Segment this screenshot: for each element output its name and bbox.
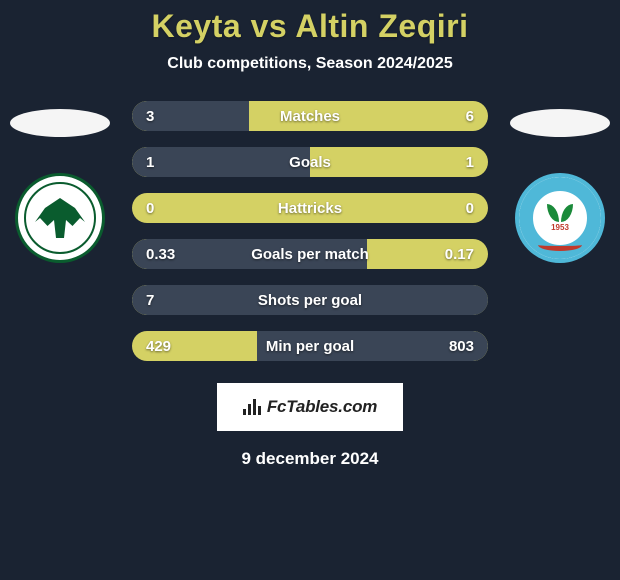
eagle-icon (35, 198, 85, 238)
stat-right-value: 0 (466, 200, 474, 217)
club-year: 1953 (551, 223, 569, 232)
stat-label: Hattricks (132, 200, 488, 217)
stat-right-value: 6 (466, 108, 474, 125)
page-title: Keyta vs Altin Zeqiri (0, 8, 620, 45)
stat-bar: 1Goals1 (132, 147, 488, 177)
stat-bar: 7Shots per goal (132, 285, 488, 315)
subtitle: Club competitions, Season 2024/2025 (0, 55, 620, 73)
bars-icon (243, 399, 261, 415)
stat-right-value: 0.17 (445, 246, 474, 263)
stat-label: Goals per match (132, 246, 488, 263)
stat-label: Min per goal (132, 338, 488, 355)
brand-label: FcTables.com (267, 397, 377, 417)
stat-bar: 429Min per goal803 (132, 331, 488, 361)
right-player-column: 1953 (506, 101, 614, 263)
left-club-badge (15, 173, 105, 263)
right-player-avatar (510, 109, 610, 137)
comparison-card: Keyta vs Altin Zeqiri Club competitions,… (0, 0, 620, 469)
stat-right-value: 1 (466, 154, 474, 171)
left-player-column (6, 101, 114, 263)
date-line: 9 december 2024 (0, 449, 620, 469)
stat-bar: 3Matches6 (132, 101, 488, 131)
stat-label: Matches (132, 108, 488, 125)
stats-column: 3Matches6 1Goals1 0Hattricks0 0.33Goals per… (132, 101, 488, 361)
badge-arc (538, 239, 582, 251)
left-player-avatar (10, 109, 110, 137)
stat-bar: 0Hattricks0 (132, 193, 488, 223)
stat-label: Shots per goal (132, 292, 488, 309)
stat-label: Goals (132, 154, 488, 171)
stat-right-value: 803 (449, 338, 474, 355)
right-club-badge: 1953 (515, 173, 605, 263)
footer: FcTables.com 9 december 2024 (0, 383, 620, 469)
stat-bar: 0.33Goals per match0.17 (132, 239, 488, 269)
main-row: 3Matches6 1Goals1 0Hattricks0 0.33Goals per… (0, 101, 620, 361)
tea-leaf-icon (547, 204, 573, 222)
badge-inner-ring (24, 182, 96, 254)
badge-inner: 1953 (534, 192, 586, 244)
fctables-badge: FcTables.com (217, 383, 403, 431)
